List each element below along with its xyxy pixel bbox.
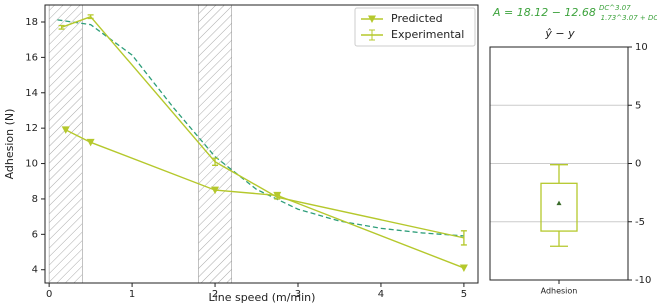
legend-marker xyxy=(368,15,376,23)
x-tick-label: 2 xyxy=(212,289,218,300)
y-tick-label: 5 xyxy=(635,100,641,111)
y-tick-label: 8 xyxy=(32,194,38,205)
plot-frame xyxy=(44,4,479,284)
y-tick-label: 10 xyxy=(25,159,38,170)
error-bar xyxy=(58,24,65,30)
error-bar xyxy=(87,14,94,20)
y-tick-label: 4 xyxy=(32,265,38,276)
series-line xyxy=(65,129,465,269)
legend-marker xyxy=(369,29,375,41)
whisker-high xyxy=(550,164,568,184)
point-marker xyxy=(459,264,468,272)
y-tick-label: -5 xyxy=(635,217,645,228)
y-tick-label: 16 xyxy=(25,52,38,63)
y-tick-label: 14 xyxy=(25,88,38,99)
y-tick-label: 0 xyxy=(635,159,641,170)
point-marker xyxy=(211,186,220,195)
x-tick-label: Adhesion xyxy=(541,287,578,296)
whisker-low xyxy=(550,231,568,247)
legend-label: Predicted xyxy=(391,12,443,25)
mean-marker xyxy=(556,200,562,206)
x-tick-label: 4 xyxy=(378,289,384,300)
shaded-region xyxy=(48,4,83,284)
fit-curve xyxy=(57,19,464,237)
formula-prefix: A = 18.12 − 12.68 xyxy=(492,6,596,19)
formula-numerator: DC^3.07 xyxy=(599,4,631,12)
box-body xyxy=(540,182,578,232)
y-tick-label: 10 xyxy=(635,42,648,53)
error-bar xyxy=(212,157,219,166)
error-bar xyxy=(274,194,281,200)
shaded-region xyxy=(198,4,232,284)
y-tick-label: 18 xyxy=(25,17,38,28)
x-axis-label: Line speed (m/min) xyxy=(209,291,316,304)
y-tick-label: -10 xyxy=(635,275,651,286)
x-tick-label: 3 xyxy=(295,289,301,300)
formula-denominator: 1.73^3.07 + DC^3.07 xyxy=(601,14,657,22)
y-tick-label: 12 xyxy=(25,123,38,134)
x-tick-label: 5 xyxy=(461,289,467,300)
point-marker xyxy=(61,126,70,134)
x-tick-label: 1 xyxy=(129,289,135,300)
legend-label: Experimental xyxy=(391,28,464,41)
plot-frame xyxy=(489,46,629,281)
box-title: ŷ − y xyxy=(544,27,575,40)
error-bar xyxy=(460,230,467,246)
y-tick-label: 6 xyxy=(32,229,38,240)
x-tick-label: 0 xyxy=(46,289,52,300)
y-axis-label: Adhesion (N) xyxy=(3,109,16,180)
point-marker xyxy=(86,138,95,147)
legend-box xyxy=(354,7,476,47)
series-line xyxy=(61,15,465,239)
